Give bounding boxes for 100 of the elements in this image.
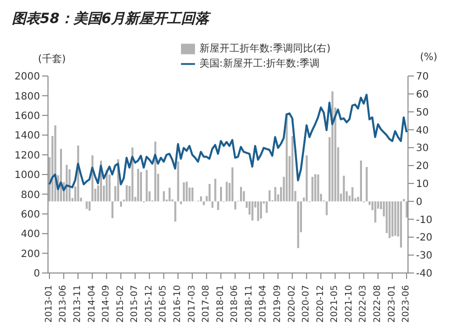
bar bbox=[111, 201, 114, 218]
bar bbox=[317, 174, 320, 202]
bar bbox=[257, 201, 260, 221]
bar bbox=[220, 186, 222, 202]
bar bbox=[211, 201, 214, 208]
bar bbox=[140, 172, 142, 202]
bar bbox=[374, 201, 376, 222]
bar bbox=[326, 201, 328, 216]
x-tick-label: 2020-07 bbox=[302, 285, 312, 323]
bar bbox=[120, 201, 122, 207]
bar bbox=[88, 201, 91, 211]
y2-tick-label: -40 bbox=[416, 268, 432, 280]
y2-tick-label: 30 bbox=[416, 143, 429, 154]
y2-tick-label: 20 bbox=[416, 161, 429, 172]
bar bbox=[217, 201, 220, 210]
bar bbox=[331, 91, 334, 202]
bar bbox=[186, 182, 188, 202]
x-tick-label: 2019-09 bbox=[273, 284, 283, 323]
y-tick-label: 400 bbox=[20, 229, 40, 240]
bar bbox=[406, 201, 408, 218]
x-tick-label: 2018-11 bbox=[244, 285, 254, 323]
x-tick-label: 2021-10 bbox=[344, 284, 354, 323]
bar bbox=[366, 166, 368, 202]
x-tick-label: 2020-02 bbox=[287, 285, 298, 323]
x-tick-label: 2018-01 bbox=[216, 285, 226, 323]
bar bbox=[268, 190, 271, 202]
x-tick-label: 2015-07 bbox=[130, 285, 140, 323]
x-tick-label: 2021-05 bbox=[330, 285, 340, 323]
x-tick-label: 2019-04 bbox=[258, 284, 269, 323]
x-tick-label: 2015-02 bbox=[116, 285, 126, 323]
line-series bbox=[48, 94, 408, 192]
bar bbox=[388, 201, 391, 238]
y-tick-label: 1400 bbox=[14, 130, 40, 142]
x-tick-label: 2017-08 bbox=[202, 284, 212, 323]
x-tick-label: 2022-03 bbox=[358, 285, 369, 323]
x-tick-label: 2013-11 bbox=[73, 285, 83, 323]
bar bbox=[86, 201, 88, 209]
bar bbox=[260, 201, 262, 219]
y-tick-label: 800 bbox=[20, 190, 40, 201]
bar bbox=[234, 201, 236, 210]
x-tick-label: 2016-05 bbox=[158, 285, 169, 323]
bar bbox=[306, 155, 308, 202]
bar bbox=[266, 201, 268, 213]
x-tick-label: 2014-04 bbox=[87, 284, 98, 323]
bar bbox=[60, 148, 62, 202]
y2-tick-label: 50 bbox=[416, 107, 429, 118]
bar bbox=[314, 174, 316, 202]
bar bbox=[274, 187, 276, 202]
legend-label: 新屋开工折年数:季调同比(右) bbox=[199, 44, 331, 55]
bar bbox=[342, 176, 345, 202]
bar bbox=[174, 201, 176, 222]
chart-title: 图表58：美国6月新屋开工回落 bbox=[12, 10, 210, 28]
bar bbox=[297, 201, 300, 248]
bar bbox=[208, 184, 211, 202]
bar bbox=[226, 182, 228, 202]
y-tick-label: 2000 bbox=[14, 72, 40, 83]
x-tick-label: 2013-06 bbox=[58, 284, 69, 323]
bar bbox=[182, 182, 185, 202]
y2-tick-label: 0 bbox=[416, 196, 422, 208]
y2-tick-label: 70 bbox=[416, 72, 429, 83]
bar bbox=[177, 161, 180, 202]
bar bbox=[351, 187, 354, 202]
y2-tick-label: 40 bbox=[416, 125, 429, 136]
y2-axis-title: (%) bbox=[420, 52, 438, 63]
bar bbox=[66, 164, 68, 202]
bar bbox=[146, 170, 148, 202]
bar bbox=[191, 188, 194, 202]
bar bbox=[231, 167, 234, 202]
y-tick-label: 1800 bbox=[14, 91, 40, 102]
bar bbox=[137, 168, 140, 202]
y2-tick-label: 10 bbox=[416, 179, 429, 190]
bar bbox=[240, 186, 242, 202]
bar bbox=[200, 196, 202, 202]
bar bbox=[394, 201, 396, 236]
bar bbox=[126, 185, 128, 202]
y2-tick-label: -30 bbox=[416, 250, 432, 262]
y2-tick-label: 60 bbox=[416, 89, 429, 100]
x-tick-label: 2022-08 bbox=[373, 284, 383, 323]
bar bbox=[251, 201, 254, 221]
bar bbox=[162, 191, 165, 202]
x-tick-label: 2014-09 bbox=[102, 284, 112, 323]
x-tick-label: 2018-06 bbox=[230, 284, 240, 323]
x-tick-label: 2023-06 bbox=[402, 284, 412, 323]
y-axis-title: (千套) bbox=[38, 52, 66, 66]
y2-tick-label: -10 bbox=[416, 214, 432, 226]
bar bbox=[214, 178, 216, 202]
bar bbox=[168, 188, 171, 202]
x-tick-label: 2023-01 bbox=[387, 285, 398, 323]
x-tick-label: 2016-10 bbox=[173, 284, 183, 323]
bar bbox=[68, 169, 71, 202]
x-tick-label: 2013-01 bbox=[44, 285, 54, 323]
y-tick-label: 1600 bbox=[14, 110, 40, 122]
legend-label: 美国:新屋开工:折年数:季调 bbox=[199, 58, 320, 70]
y-tick-label: 0 bbox=[34, 268, 40, 280]
x-tick-label: 2017-03 bbox=[187, 285, 198, 323]
y-tick-label: 200 bbox=[20, 248, 40, 260]
bar bbox=[131, 147, 134, 202]
bar bbox=[154, 142, 156, 202]
bar bbox=[202, 201, 205, 206]
y2-tick-label: -20 bbox=[416, 232, 432, 244]
